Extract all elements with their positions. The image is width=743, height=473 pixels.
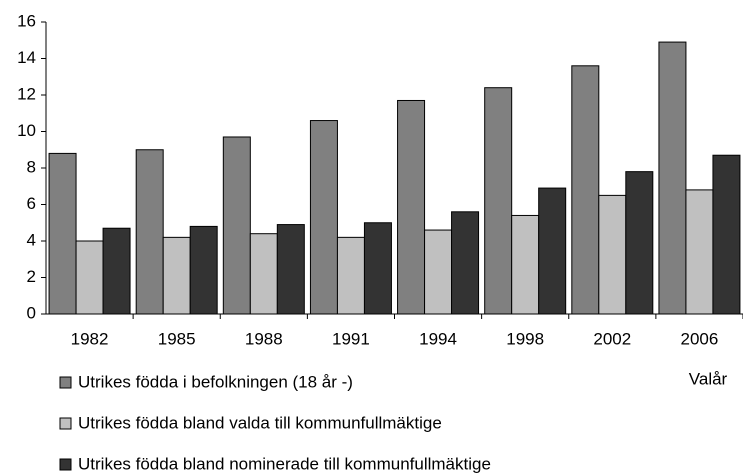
bar bbox=[712, 154, 741, 315]
legend-swatch bbox=[59, 417, 72, 430]
y-tick-label: 6 bbox=[27, 194, 36, 213]
bar bbox=[658, 41, 687, 315]
bar bbox=[249, 233, 278, 315]
y-tick-label: 16 bbox=[17, 11, 36, 30]
y-tick-label: 2 bbox=[27, 267, 36, 286]
bar bbox=[625, 171, 654, 315]
bar bbox=[538, 187, 567, 315]
bar bbox=[363, 222, 392, 315]
x-tick-label: 1988 bbox=[245, 329, 283, 348]
bar bbox=[571, 65, 600, 315]
bar bbox=[75, 240, 104, 315]
legend-label: Utrikes födda bland valda till kommunful… bbox=[78, 413, 442, 432]
legend-label: Utrikes födda i befolkningen (18 år -) bbox=[78, 372, 353, 391]
x-tick-label: 1985 bbox=[158, 329, 196, 348]
x-tick-label: 2002 bbox=[593, 329, 631, 348]
x-tick-label: 1994 bbox=[419, 329, 457, 348]
bar bbox=[276, 224, 305, 315]
bar bbox=[48, 152, 77, 315]
bar bbox=[685, 189, 714, 315]
bar bbox=[424, 229, 453, 315]
legend-swatch bbox=[59, 458, 72, 471]
legend-swatch bbox=[59, 376, 72, 389]
bar bbox=[397, 99, 426, 315]
bar bbox=[511, 214, 540, 315]
x-tick-label: 1998 bbox=[506, 329, 544, 348]
x-tick-label: 1991 bbox=[332, 329, 370, 348]
x-tick-label: 2006 bbox=[681, 329, 719, 348]
bar bbox=[222, 136, 251, 315]
x-axis-label: Valår bbox=[689, 369, 728, 388]
bar bbox=[451, 211, 480, 315]
bar bbox=[484, 87, 513, 315]
bar bbox=[135, 149, 164, 315]
y-tick-label: 0 bbox=[27, 303, 36, 322]
y-tick-label: 8 bbox=[27, 157, 36, 176]
y-tick-label: 4 bbox=[27, 230, 36, 249]
bar bbox=[598, 194, 627, 315]
y-tick-label: 12 bbox=[17, 84, 36, 103]
x-tick-label: 1982 bbox=[71, 329, 109, 348]
bar bbox=[162, 236, 191, 315]
bar bbox=[102, 227, 131, 315]
y-tick-label: 10 bbox=[17, 121, 36, 140]
legend-label: Utrikes födda bland nominerade till komm… bbox=[78, 454, 491, 473]
y-tick-label: 14 bbox=[17, 48, 36, 67]
bar bbox=[309, 120, 338, 315]
bar bbox=[189, 225, 218, 315]
bar bbox=[336, 236, 365, 315]
